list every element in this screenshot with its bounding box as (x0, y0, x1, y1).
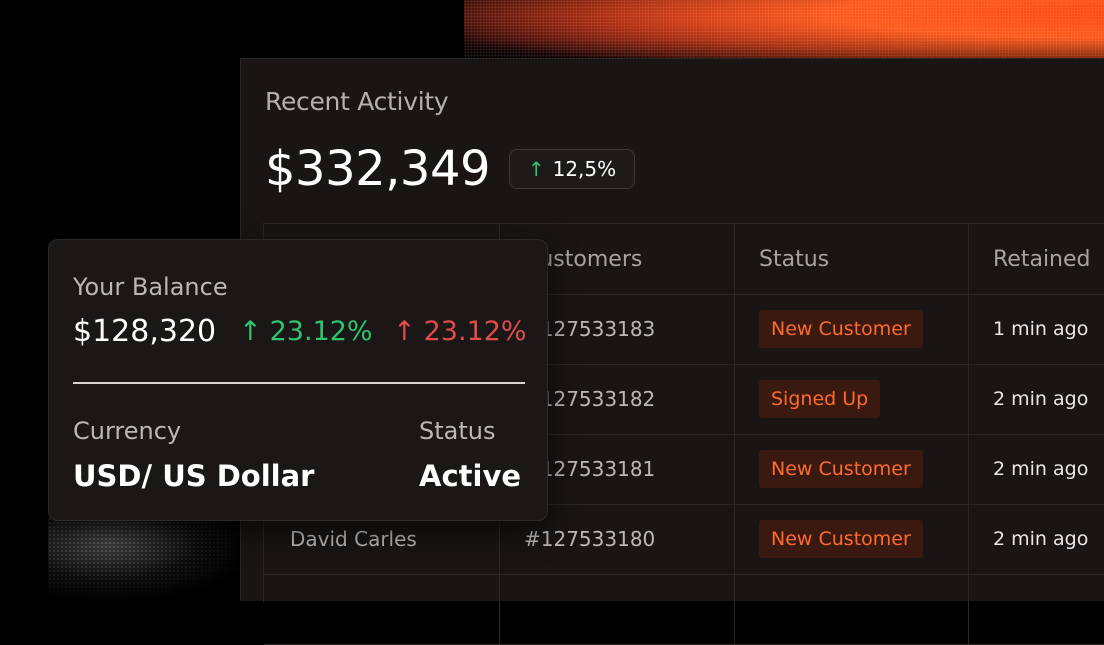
row-name: David Carles (264, 504, 500, 574)
column-header-status[interactable]: Status (735, 224, 969, 294)
currency-label: Currency (73, 417, 182, 445)
column-header-retained[interactable]: Retained (993, 246, 1091, 272)
activity-title: Recent Activity (265, 87, 449, 116)
row-retained: 2 min ago (993, 388, 1089, 410)
arrow-up-icon: ↑ (239, 316, 262, 347)
status-label: Status (419, 417, 496, 445)
row-customer-id (500, 574, 735, 644)
row-status-cell: New Customer (735, 294, 969, 364)
row-retained: 2 min ago (993, 528, 1089, 550)
status-badge: New Customer (759, 450, 923, 488)
activity-change-badge: ↑ 12,5% (509, 149, 635, 189)
balance-amount: $128,320 (73, 314, 217, 349)
status-value: Active (419, 459, 522, 493)
activity-amount: $332,349 (265, 141, 491, 197)
negative-change-value: 23.12% (423, 316, 527, 347)
divider (73, 382, 525, 384)
balance-label: Your Balance (73, 273, 228, 301)
currency-value: USD/ US Dollar (73, 459, 315, 493)
activity-change-value: 12,5% (552, 157, 617, 181)
balance-card: Your Balance $128,320 ↑ 23.12% ↑ 23.12% … (48, 239, 548, 521)
row-customer-id: #127533180 (500, 504, 735, 574)
positive-change-value: 23.12% (269, 316, 373, 347)
status-badge: Signed Up (759, 380, 881, 418)
table-row[interactable] (264, 574, 1104, 645)
table-row[interactable]: David Carles #127533180 New Customer 2 m… (264, 504, 1104, 575)
arrow-up-icon: ↑ (393, 316, 416, 347)
balance-change-negative: ↑ 23.12% (393, 316, 527, 347)
row-status-cell: Signed Up (735, 364, 969, 434)
row-status-cell: New Customer (735, 434, 969, 504)
arrow-up-icon: ↑ (527, 157, 545, 181)
row-retained: 1 min ago (993, 318, 1089, 340)
row-retained: 2 min ago (993, 458, 1089, 480)
balance-change-positive: ↑ 23.12% (239, 316, 373, 347)
row-status-cell: New Customer (735, 504, 969, 574)
row-status-cell (735, 574, 969, 644)
row-retained (969, 574, 1104, 644)
status-badge: New Customer (759, 310, 923, 348)
row-name (264, 574, 500, 644)
status-badge: New Customer (759, 520, 923, 558)
table-row[interactable]: #127533183 New Customer 1 min ago (264, 294, 1104, 365)
